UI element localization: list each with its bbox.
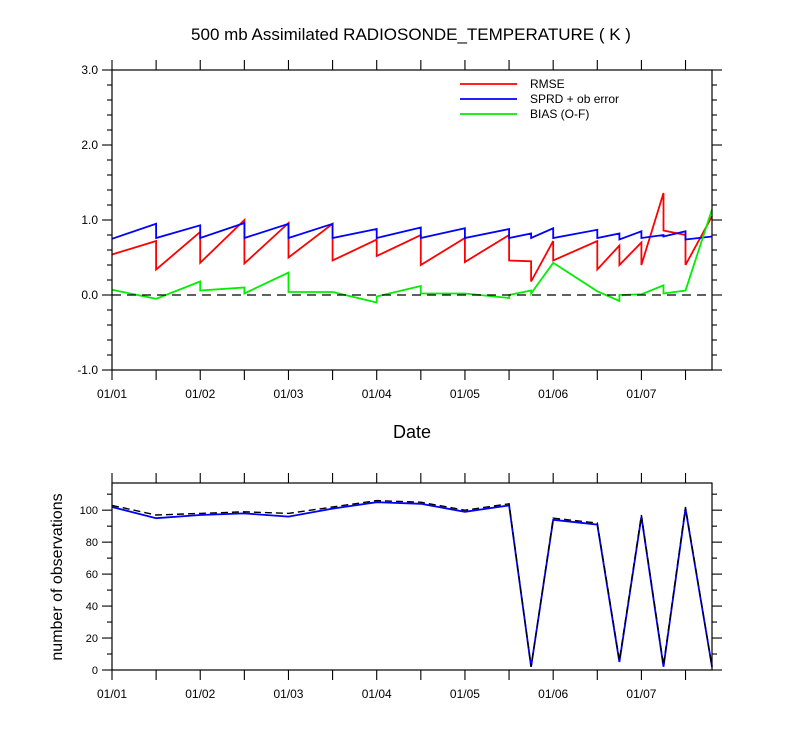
y-tick-label: 40 [86, 601, 98, 613]
y-tick-label: 0.0 [81, 288, 98, 302]
top-panel: -1.00.01.02.03.0 01/01 01/02 01/03 01/04 01/… [77, 60, 722, 442]
x-tick-label: 01/03 [273, 687, 303, 701]
bottom-plot-frame [111, 482, 713, 671]
x-tick-label: 01/03 [273, 387, 303, 401]
x-tick-label: 01/04 [362, 687, 392, 701]
chart-title: 500 mb Assimilated RADIOSONDE_TEMPERATUR… [191, 25, 631, 44]
x-tick-label: 01/01 [97, 387, 127, 401]
bottom-ticks-group [102, 473, 722, 680]
x-tick-label: 01/07 [626, 387, 656, 401]
top-ticks-group [102, 60, 722, 380]
top-plot-frame [111, 69, 713, 371]
x-tick-label: 01/05 [450, 687, 480, 701]
top-series-group [111, 192, 713, 304]
x-tick-label: 01/06 [538, 687, 568, 701]
series-line-rmse [111, 192, 713, 282]
y-tick-label: 60 [86, 569, 98, 581]
series-line-observations-total [111, 499, 713, 667]
x-tick-label: 01/06 [538, 387, 568, 401]
x-axis-label: Date [393, 422, 431, 442]
y-tick-label: 100 [80, 505, 98, 517]
series-line-bias-o-f [111, 209, 713, 304]
bottom-x-tick-labels: 01/01 01/02 01/03 01/04 01/05 01/06 01/07 [97, 687, 657, 701]
y-tick-label: 1.0 [81, 213, 98, 227]
bottom-series-group [111, 499, 713, 667]
x-tick-label: 01/07 [626, 687, 656, 701]
y-tick-label: 80 [86, 537, 98, 549]
series-line-sprd-ob-error [111, 221, 713, 241]
x-tick-label: 01/05 [450, 387, 480, 401]
bottom-y-tick-labels: 0 20 40 60 80 100 [80, 505, 98, 677]
x-tick-label: 01/04 [362, 387, 392, 401]
legend-label: SPRD + ob error [530, 92, 619, 106]
y-tick-label: 0 [92, 665, 98, 677]
y-tick-label: 3.0 [81, 63, 98, 77]
x-tick-label: 01/02 [185, 387, 215, 401]
top-x-tick-labels: 01/01 01/02 01/03 01/04 01/05 01/06 01/07 [97, 387, 657, 401]
legend-label: BIAS (O-F) [530, 107, 589, 121]
y-tick-label: 20 [86, 633, 98, 645]
y-tick-label: -1.0 [77, 363, 98, 377]
top-y-tick-labels: -1.0 0.0 1.0 2.0 3.0 [77, 63, 98, 377]
y-tick-label: 2.0 [81, 138, 98, 152]
x-tick-label: 01/01 [97, 687, 127, 701]
legend-label: RMSE [530, 77, 565, 91]
y-axis-label: number of observations [49, 493, 66, 660]
x-tick-label: 01/02 [185, 687, 215, 701]
